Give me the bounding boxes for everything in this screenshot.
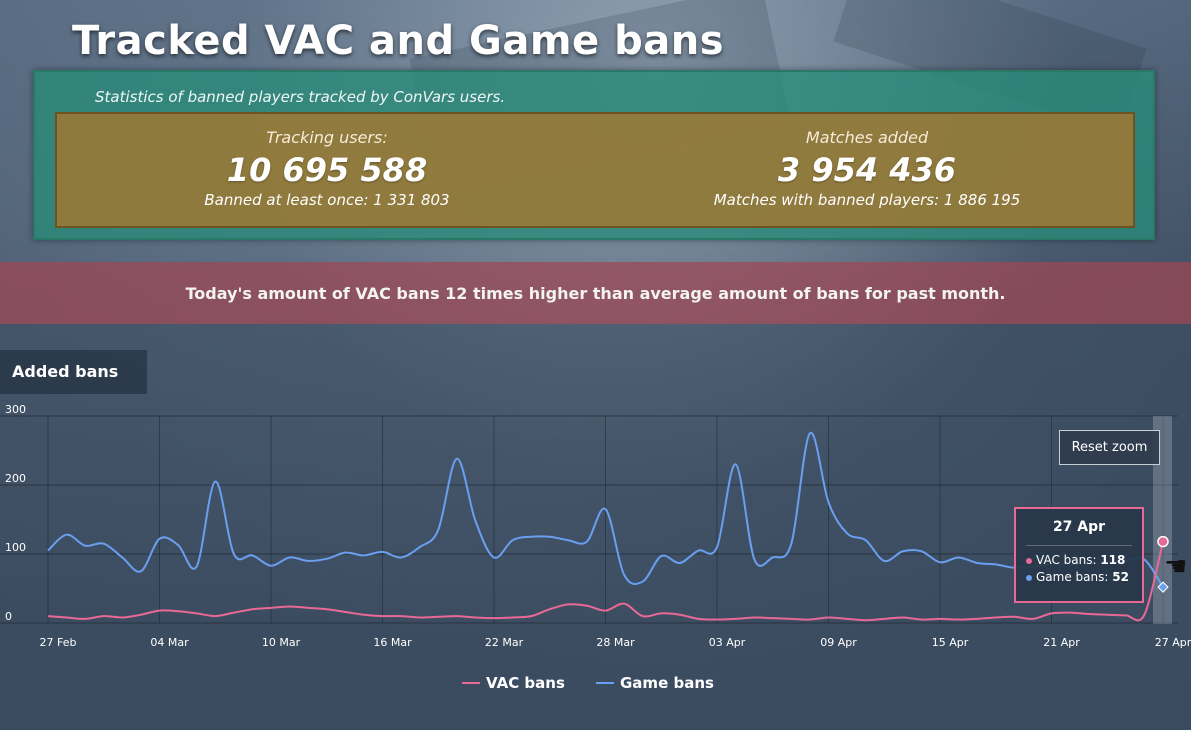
chart-series xyxy=(47,432,1169,622)
alert-banner: Today's amount of VAC bans 12 times high… xyxy=(0,262,1191,324)
matches-added-value: 3 954 436 xyxy=(777,151,957,189)
chart-tooltip: 27 Apr VAC bans: 118 Game bans: 52 xyxy=(1014,507,1144,603)
y-tick-label: 0 xyxy=(5,610,12,623)
legend-item-game[interactable]: Game bans xyxy=(596,674,714,692)
chart-legend[interactable]: VAC bans Game bans xyxy=(462,674,714,692)
banned-once-text: Banned at least once: 1 331 803 xyxy=(204,191,450,209)
tracking-users-stat: Tracking users: 10 695 588 Banned at lea… xyxy=(57,114,597,209)
x-tick-label: 15 Apr xyxy=(932,636,969,649)
vac-bans-line xyxy=(47,541,1164,622)
matches-added-label: Matches added xyxy=(805,128,929,147)
alert-text: Today's amount of VAC bans 12 times high… xyxy=(185,283,1006,303)
vac-hover-marker xyxy=(1157,535,1169,548)
y-tick-label: 300 xyxy=(5,403,26,416)
y-tick-label: 100 xyxy=(5,541,26,554)
x-tick-label: 09 Apr xyxy=(820,636,857,649)
stats-panel: Statistics of banned players tracked by … xyxy=(33,70,1155,240)
game-dot-icon xyxy=(1026,574,1032,581)
x-tick-label: 27 Apr xyxy=(1155,636,1191,649)
page-title: Tracked VAC and Game bans xyxy=(72,18,725,64)
vac-dot-icon xyxy=(1026,557,1032,564)
tooltip-date: 27 Apr xyxy=(1052,519,1106,535)
x-tick-label: 04 Mar xyxy=(150,636,189,649)
matches-banned-text: Matches with banned players: 1 886 195 xyxy=(713,191,1021,209)
legend-label: Game bans xyxy=(620,674,714,692)
y-tick-label: 200 xyxy=(5,472,26,485)
x-tick-label: 10 Mar xyxy=(262,636,301,649)
tooltip-vac-row: VAC bans: 118 xyxy=(1016,552,1142,569)
tooltip-divider xyxy=(1026,545,1132,546)
x-tick-label: 22 Mar xyxy=(485,636,524,649)
x-tick-label: 28 Mar xyxy=(596,636,635,649)
tooltip-game-row: Game bans: 52 xyxy=(1016,569,1142,586)
chart-panel xyxy=(0,324,1191,730)
y-axis-ticks: 0 100 200 300 xyxy=(5,403,26,623)
x-axis-ticks: 27 Feb 04 Mar 10 Mar 16 Mar 22 Mar 28 Mar 03 A… xyxy=(40,636,1191,649)
chart-grid xyxy=(0,415,1178,624)
hand-cursor-icon: ☚ xyxy=(1164,552,1188,582)
legend-label: VAC bans xyxy=(486,674,565,692)
bans-line-chart[interactable]: 0 100 200 300 27 Feb 04 Mar 10 Mar 16 Mar 22 Ma… xyxy=(0,324,1191,730)
x-tick-label: 27 Feb xyxy=(40,636,77,649)
tooltip-game-value: 52 xyxy=(1112,570,1129,584)
tracking-users-value: 10 695 588 xyxy=(226,151,428,189)
hover-highlight-band xyxy=(1153,416,1172,624)
stats-inner-panel: Tracking users: 10 695 588 Banned at lea… xyxy=(55,112,1135,228)
game-hover-marker xyxy=(1157,581,1169,593)
game-bans-line xyxy=(47,432,1164,588)
tooltip-vac-value: 118 xyxy=(1100,553,1126,567)
chart-tab-added-bans[interactable]: Added bans xyxy=(0,350,147,394)
matches-added-stat: Matches added 3 954 436 Matches with ban… xyxy=(597,114,1137,209)
x-tick-label: 16 Mar xyxy=(373,636,412,649)
x-tick-label: 21 Apr xyxy=(1043,636,1080,649)
tooltip-vac-label: VAC bans: xyxy=(1036,553,1101,567)
legend-item-vac[interactable]: VAC bans xyxy=(462,674,565,692)
x-tick-label: 03 Apr xyxy=(709,636,746,649)
reset-zoom-button[interactable]: Reset zoom xyxy=(1059,430,1160,465)
tracking-users-label: Tracking users: xyxy=(266,128,388,147)
tooltip-game-label: Game bans: xyxy=(1036,570,1113,584)
stats-subtitle: Statistics of banned players tracked by … xyxy=(95,88,506,106)
